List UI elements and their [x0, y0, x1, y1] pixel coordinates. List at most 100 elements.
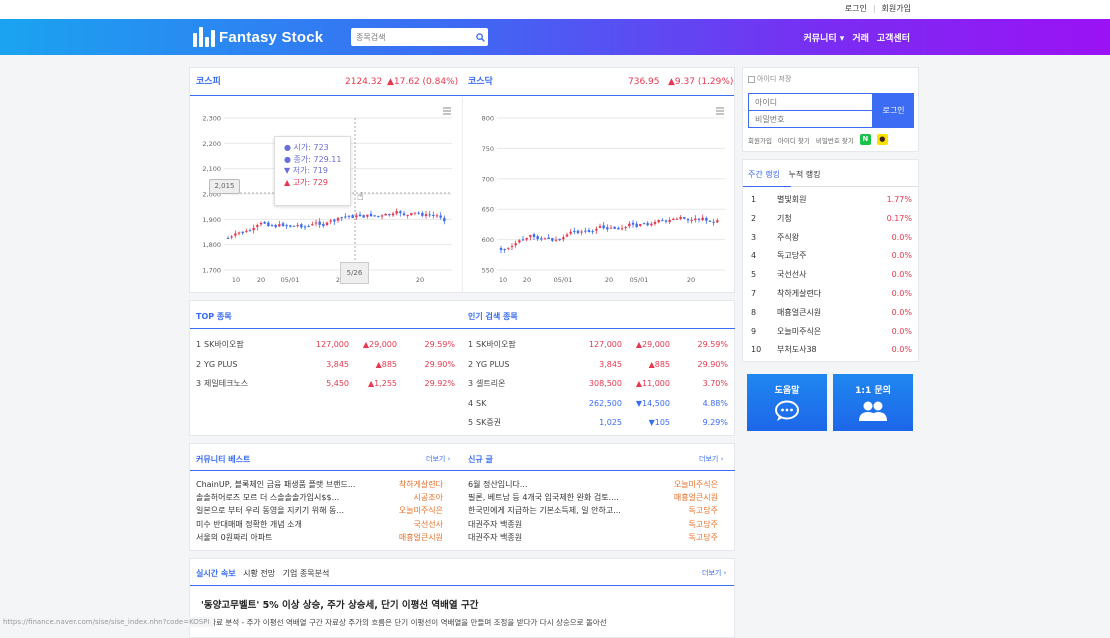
community-more-link[interactable]: 더보기 ›	[426, 455, 451, 463]
naver-login-icon[interactable]: N	[859, 134, 871, 145]
candlestick	[499, 245, 503, 254]
cell-name: YG PLUS	[204, 359, 238, 369]
ranking-row[interactable]: 8 매흉얼큰시원 0.0%	[743, 303, 918, 322]
x-tick-label: 05/01	[630, 276, 649, 284]
cell-name: SK증권	[476, 418, 502, 427]
ranking-row[interactable]: 10 부처도사38 0.0%	[743, 340, 918, 359]
candlestick	[289, 224, 292, 228]
candlestick	[336, 216, 340, 223]
candlestick	[340, 216, 343, 221]
table-row[interactable]: 5 SK증권 1,025 ▼105 9.29%	[462, 413, 735, 432]
cursor-icon: ☝	[357, 190, 364, 203]
search-icon[interactable]	[472, 29, 488, 45]
candlestick	[384, 213, 387, 216]
id-input[interactable]	[748, 93, 873, 111]
news-headline[interactable]: '동양고무벨트' 5% 이상 상승, 주가 상승세, 단기 이평선 역배열 구간	[201, 600, 479, 611]
ranking-row[interactable]: 7 착하게살련다 0.0%	[743, 284, 918, 303]
list-item[interactable]: 한국민에게 지급하는 기본소득제, 일 안하고... 독고당주	[468, 504, 718, 517]
list-item[interactable]: 6월 정산입니다... 오늘미주식은	[468, 478, 718, 491]
ranking-panel: 주간 랭킹 누적 랭킹 1 별빛회원 1.77% 2 기청 0.17% 3 주식왕 0.0% 4 독…	[742, 159, 919, 362]
nav-trade[interactable]: 거래	[852, 34, 869, 44]
list-item[interactable]: 필론, 베트남 등 4개국 입국제한 완화 검토.... 매흉얼큰시원	[468, 491, 718, 504]
save-id-checkbox[interactable]: 아이디 저장	[748, 74, 791, 84]
table-row[interactable]: 3 셀트리온 308,500 ▲11,000 3.70%	[462, 374, 735, 393]
table-row[interactable]: 4 SK 262,500 ▼14,500 4.88%	[462, 394, 735, 413]
ranking-row[interactable]: 2 기청 0.17%	[743, 209, 918, 228]
password-input[interactable]	[748, 110, 873, 128]
login-panel: 아이디 저장 로그인 회원가입 아이디 찾기 비밀번호 찾기 N ●	[742, 67, 919, 152]
tab-company[interactable]: 기업 종목분석	[282, 569, 330, 578]
list-item[interactable]: 일본으로 부터 우리 동영을 지키기 위해 동... 오늘미주식은	[196, 504, 443, 517]
candlestick	[424, 210, 428, 219]
candlestick	[303, 224, 307, 230]
post-author: 독고당주	[688, 519, 718, 529]
news-more-link[interactable]: 더보기 ›	[702, 569, 727, 577]
table-row[interactable]: 2 YG PLUS 3,845 ▲885 29.90%	[462, 355, 735, 374]
table-row[interactable]: 2 YG PLUS 3,845 ▲885 29.90%	[190, 355, 462, 374]
search-input[interactable]	[351, 29, 472, 45]
find-password-link[interactable]: 비밀번호 찾기	[815, 136, 854, 145]
list-item[interactable]: 솔솔허어로즈 모르 더 스솔솔솔가입시$$... 시공조아	[196, 491, 443, 504]
candlestick	[536, 234, 539, 241]
candlestick	[226, 235, 230, 239]
list-item[interactable]: 서울의 0원짜리 아파트 매흉얼큰시원	[196, 531, 443, 544]
post-title: 솔솔허어로즈 모르 더 스솔솔솔가입시$$...	[196, 493, 340, 503]
chart-menu-icon[interactable]	[716, 107, 724, 115]
stock-lists-panel: TOP 종목 1 SK바이오팜 127,000 ▲29,000 29.59% 2 YG PL…	[189, 300, 735, 436]
ranking-row[interactable]: 4 독고당주 0.0%	[743, 246, 918, 265]
candlestick	[598, 223, 602, 229]
account-links: 로그인 | 회원가입	[842, 3, 914, 14]
ranking-row[interactable]: 9 오늘미주식은 0.0%	[743, 322, 918, 341]
cell-price: 262,500	[588, 398, 622, 408]
login-button[interactable]: 로그인	[873, 93, 914, 128]
logo[interactable]: Fantasy Stock	[193, 27, 323, 47]
candlestick	[355, 212, 358, 220]
cell-chg: ▲29,000	[362, 340, 397, 349]
list-item[interactable]: 대권주자 백종원 독고당주	[468, 518, 718, 531]
ranking-row[interactable]: 3 주식왕 0.0%	[743, 228, 918, 247]
nav-support[interactable]: 고객센터	[876, 34, 910, 44]
signup-link[interactable]: 회원가입	[881, 4, 911, 13]
y-tick-label: 750	[482, 145, 494, 153]
y-tick-label: 1,900	[202, 216, 221, 224]
find-id-link[interactable]: 아이디 찾기	[777, 136, 810, 145]
ranking-row[interactable]: 5 국선선사 0.0%	[743, 265, 918, 284]
post-author: 매흉얼큰시원	[673, 493, 718, 503]
table-row[interactable]: 3 제일테크노스 5,450 ▲1,255 29.92%	[190, 374, 462, 393]
signup-link[interactable]: 회원가입	[748, 136, 772, 145]
post-author: 국선선사	[413, 519, 443, 529]
candlestick	[314, 219, 318, 227]
post-title: 미수 반대매매 정확한 개념 소개	[196, 519, 302, 529]
table-row[interactable]: 1 SK바이오팜 127,000 ▲29,000 29.59%	[462, 335, 735, 354]
new-posts-more-link[interactable]: 더보기 ›	[699, 455, 724, 463]
candlestick	[395, 208, 398, 216]
list-item[interactable]: 대권주자 백종원 독고당주	[468, 531, 718, 544]
kakao-login-icon[interactable]: ●	[876, 134, 888, 145]
qna-button[interactable]: 1:1 문의	[833, 374, 913, 431]
login-link[interactable]: 로그인	[844, 4, 867, 13]
candlestick	[617, 226, 620, 230]
candlestick	[248, 228, 252, 232]
candlestick	[263, 221, 266, 225]
kosdaq-name[interactable]: 코스닥	[468, 77, 493, 87]
candlestick	[507, 247, 510, 251]
tab-total-ranking[interactable]: 누적 랭킹	[788, 170, 821, 179]
candlestick	[270, 223, 274, 227]
list-item[interactable]: 미수 반대매매 정확한 개념 소개 국선선사	[196, 518, 443, 531]
post-title: 6월 정산입니다...	[468, 480, 528, 489]
list-item[interactable]: ChainUP, 블록체인 금융 패생품 플랫 브랜드... 착하게살련다	[196, 478, 443, 491]
ranking-row[interactable]: 1 별빛회원 1.77%	[743, 190, 918, 209]
kosdaq-chart[interactable]: 800 750 700 650 600 550 10 20 05/01 20 05/01 20	[463, 98, 735, 293]
kospi-name[interactable]: 코스피	[196, 77, 221, 87]
candlestick	[443, 215, 446, 225]
cell-pct: 29.59%	[424, 340, 455, 349]
ranking-pct: 0.0%	[891, 251, 912, 261]
chart-menu-icon[interactable]	[443, 107, 451, 115]
tab-weekly-ranking[interactable]: 주간 랭킹	[748, 170, 780, 179]
candlestick	[351, 214, 354, 219]
tab-market[interactable]: 시황 전망	[243, 569, 276, 578]
table-row[interactable]: 1 SK바이오팜 127,000 ▲29,000 29.59%	[190, 335, 462, 354]
nav-community[interactable]: 커뮤니티 ▾	[803, 34, 845, 44]
tab-realtime[interactable]: 실시간 속보	[196, 569, 236, 578]
help-button[interactable]: 도움말	[747, 374, 827, 431]
